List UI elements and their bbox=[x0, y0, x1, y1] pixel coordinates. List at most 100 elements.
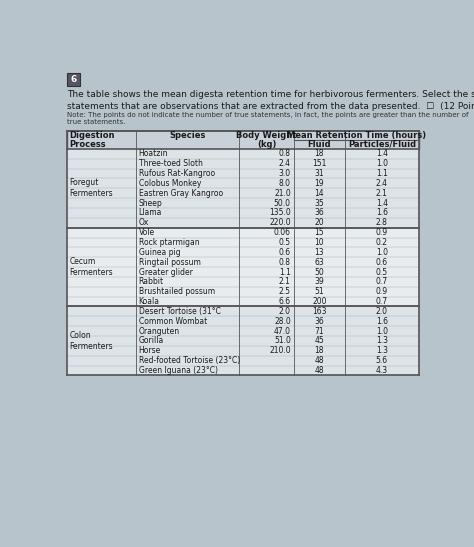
Bar bbox=[67, 228, 419, 237]
Text: Mean Retention Time (hours): Mean Retention Time (hours) bbox=[287, 131, 426, 140]
Text: Vole: Vole bbox=[139, 228, 155, 237]
Bar bbox=[67, 365, 419, 375]
Text: Ringtail possum: Ringtail possum bbox=[139, 258, 201, 266]
Text: 2.4: 2.4 bbox=[279, 159, 291, 168]
Bar bbox=[67, 247, 419, 257]
Text: 15: 15 bbox=[315, 228, 324, 237]
Text: 20: 20 bbox=[315, 218, 324, 227]
Bar bbox=[67, 296, 419, 306]
Text: 10: 10 bbox=[315, 238, 324, 247]
Text: Green Iguana (23°C): Green Iguana (23°C) bbox=[139, 366, 218, 375]
Text: Hoatzin: Hoatzin bbox=[139, 149, 168, 158]
Text: 13: 13 bbox=[315, 248, 324, 257]
Text: 8.0: 8.0 bbox=[279, 179, 291, 188]
Text: Colon
Fermenters: Colon Fermenters bbox=[69, 331, 113, 351]
Text: 0.8: 0.8 bbox=[279, 149, 291, 158]
Text: 151: 151 bbox=[312, 159, 327, 168]
Text: 0.06: 0.06 bbox=[274, 228, 291, 237]
Text: 0.9: 0.9 bbox=[376, 287, 388, 296]
Text: 2.1: 2.1 bbox=[279, 277, 291, 287]
Text: 36: 36 bbox=[315, 208, 324, 217]
Text: 1.3: 1.3 bbox=[376, 346, 388, 356]
Bar bbox=[67, 218, 419, 228]
Text: 1.0: 1.0 bbox=[376, 159, 388, 168]
Text: 0.6: 0.6 bbox=[376, 258, 388, 266]
Text: 5.6: 5.6 bbox=[376, 356, 388, 365]
Text: Fluid: Fluid bbox=[308, 140, 331, 149]
Bar bbox=[67, 168, 419, 178]
Bar bbox=[67, 346, 419, 356]
Text: 0.5: 0.5 bbox=[376, 267, 388, 276]
Text: Oranguten: Oranguten bbox=[139, 327, 180, 336]
Text: 2.0: 2.0 bbox=[376, 307, 388, 316]
Text: 0.7: 0.7 bbox=[376, 277, 388, 287]
Text: 48: 48 bbox=[315, 366, 324, 375]
Text: 3.0: 3.0 bbox=[279, 169, 291, 178]
Bar bbox=[67, 257, 419, 267]
Text: 135.0: 135.0 bbox=[269, 208, 291, 217]
Text: 1.6: 1.6 bbox=[376, 208, 388, 217]
Text: 2.8: 2.8 bbox=[376, 218, 388, 227]
Bar bbox=[67, 306, 419, 316]
Text: Desert Tortoise (31°C: Desert Tortoise (31°C bbox=[139, 307, 220, 316]
Bar bbox=[67, 208, 419, 218]
Text: 220.0: 220.0 bbox=[269, 218, 291, 227]
Text: 31: 31 bbox=[315, 169, 324, 178]
Text: 18: 18 bbox=[315, 346, 324, 356]
Text: The table shows the mean digesta retention time for herbivorous fermenters. Sele: The table shows the mean digesta retenti… bbox=[67, 90, 474, 111]
Text: 1.1: 1.1 bbox=[279, 267, 291, 276]
Bar bbox=[67, 178, 419, 188]
Bar bbox=[67, 149, 419, 159]
Text: Foregut
Fermenters: Foregut Fermenters bbox=[69, 178, 113, 198]
Text: Particles/Fluid: Particles/Fluid bbox=[348, 140, 416, 149]
Text: Colobus Monkey: Colobus Monkey bbox=[139, 179, 201, 188]
Text: 19: 19 bbox=[315, 179, 324, 188]
Text: Process: Process bbox=[69, 140, 106, 149]
Bar bbox=[67, 237, 419, 247]
Bar bbox=[67, 267, 419, 277]
Text: 35: 35 bbox=[315, 199, 324, 207]
Text: 4.3: 4.3 bbox=[376, 366, 388, 375]
Bar bbox=[67, 277, 419, 287]
Bar bbox=[67, 287, 419, 296]
Text: Cecum
Fermenters: Cecum Fermenters bbox=[69, 257, 113, 277]
Text: Brushtailed possum: Brushtailed possum bbox=[139, 287, 215, 296]
Text: 1.6: 1.6 bbox=[376, 317, 388, 326]
Text: 18: 18 bbox=[315, 149, 324, 158]
Text: Rufous Rat-Kangroo: Rufous Rat-Kangroo bbox=[139, 169, 215, 178]
Text: 2.4: 2.4 bbox=[376, 179, 388, 188]
Text: 47.0: 47.0 bbox=[274, 327, 291, 336]
Text: Guinea pig: Guinea pig bbox=[139, 248, 180, 257]
Text: 45: 45 bbox=[315, 336, 324, 346]
Text: Rabbit: Rabbit bbox=[139, 277, 164, 287]
Text: 21.0: 21.0 bbox=[274, 189, 291, 197]
Text: Red-footed Tortoise (23°C): Red-footed Tortoise (23°C) bbox=[139, 356, 240, 365]
Text: 51: 51 bbox=[315, 287, 324, 296]
Text: 0.9: 0.9 bbox=[376, 228, 388, 237]
Text: 6.6: 6.6 bbox=[279, 297, 291, 306]
Text: (kg): (kg) bbox=[257, 140, 276, 149]
Text: 0.2: 0.2 bbox=[376, 238, 388, 247]
Bar bbox=[67, 316, 419, 326]
Text: Eastren Gray Kangroo: Eastren Gray Kangroo bbox=[139, 189, 223, 197]
Text: 2.5: 2.5 bbox=[279, 287, 291, 296]
Bar bbox=[67, 326, 419, 336]
Text: 50: 50 bbox=[315, 267, 324, 276]
Text: 163: 163 bbox=[312, 307, 327, 316]
Text: 63: 63 bbox=[315, 258, 324, 266]
Text: 39: 39 bbox=[315, 277, 324, 287]
Text: 28.0: 28.0 bbox=[274, 317, 291, 326]
Text: 1.4: 1.4 bbox=[376, 149, 388, 158]
Text: Body Weight: Body Weight bbox=[237, 131, 297, 140]
Bar bbox=[67, 131, 419, 149]
Text: 1.0: 1.0 bbox=[376, 327, 388, 336]
Text: 0.8: 0.8 bbox=[279, 258, 291, 266]
Text: Digestion: Digestion bbox=[69, 131, 115, 140]
Text: 210.0: 210.0 bbox=[269, 346, 291, 356]
Text: 2.1: 2.1 bbox=[376, 189, 388, 197]
Bar bbox=[67, 198, 419, 208]
Bar bbox=[67, 336, 419, 346]
Bar bbox=[67, 188, 419, 198]
Text: 6: 6 bbox=[71, 75, 77, 84]
Text: 2.0: 2.0 bbox=[279, 307, 291, 316]
